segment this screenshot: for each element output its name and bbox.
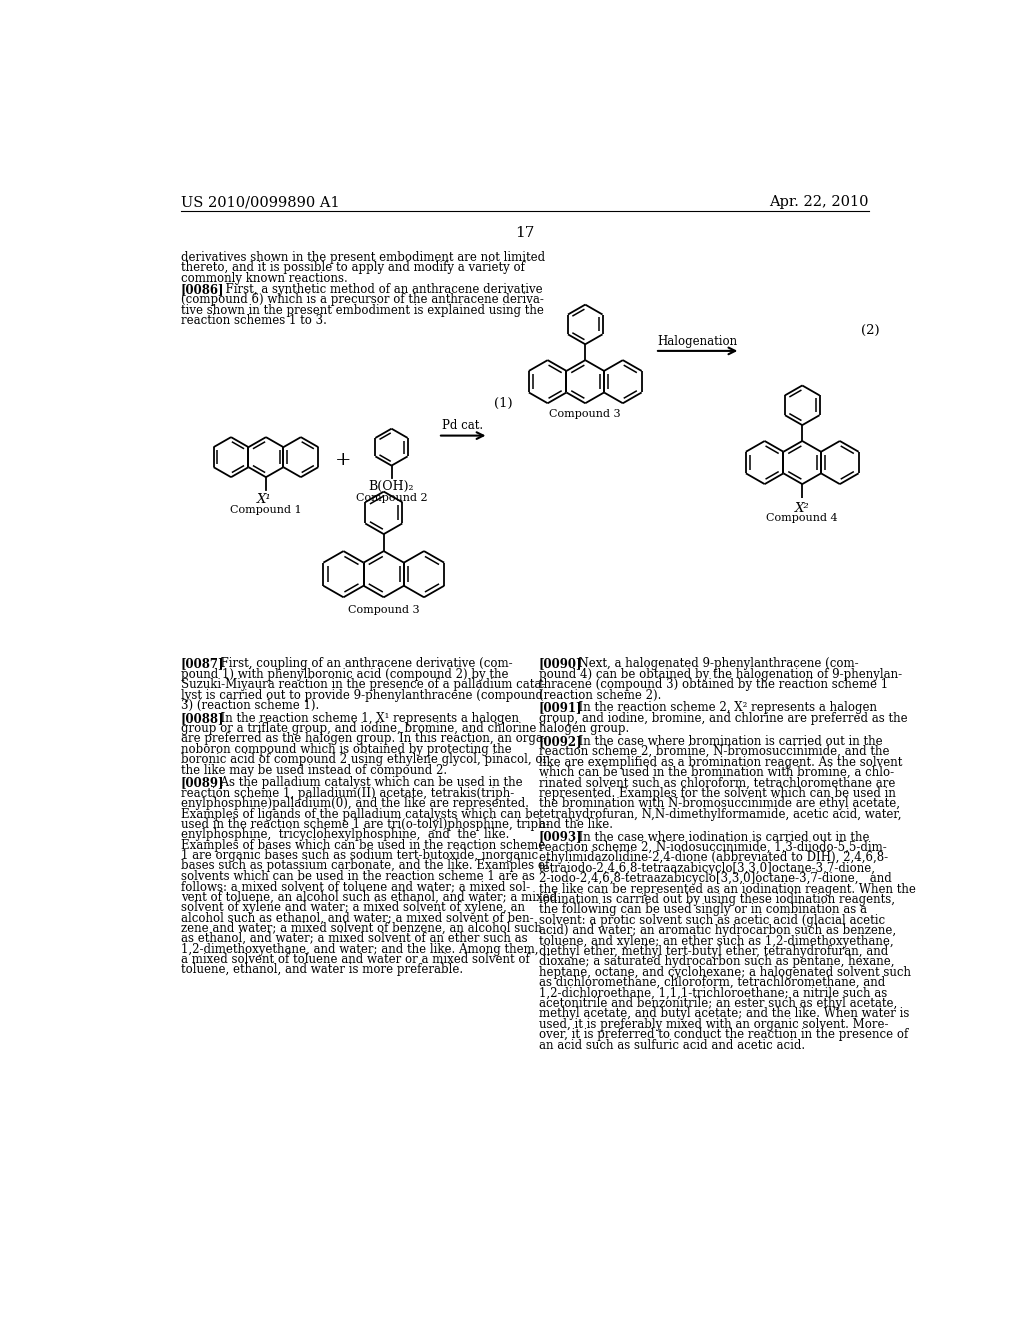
Text: [0086]: [0086] <box>180 282 224 296</box>
Text: and the like.: and the like. <box>539 818 612 830</box>
Text: group, and iodine, bromine, and chlorine are preferred as the: group, and iodine, bromine, and chlorine… <box>539 711 907 725</box>
Text: diethyl ether, methyl tert-butyl ether, tetrahydrofuran, and: diethyl ether, methyl tert-butyl ether, … <box>539 945 888 958</box>
Text: Compound 3: Compound 3 <box>550 409 622 420</box>
Text: +: + <box>335 451 351 469</box>
Text: [0090]: [0090] <box>539 657 583 671</box>
Text: used, it is preferably mixed with an organic solvent. More-: used, it is preferably mixed with an org… <box>539 1018 888 1031</box>
Text: Suzuki-Miyaura reaction in the presence of a palladium cata-: Suzuki-Miyaura reaction in the presence … <box>180 678 545 692</box>
Text: [0092]: [0092] <box>539 735 583 747</box>
Text: alcohol such as ethanol, and water; a mixed solvent of ben-: alcohol such as ethanol, and water; a mi… <box>180 911 534 924</box>
Text: reaction schemes 1 to 3.: reaction schemes 1 to 3. <box>180 314 327 327</box>
Text: 1 are organic bases such as sodium tert-butoxide, inorganic: 1 are organic bases such as sodium tert-… <box>180 849 538 862</box>
Text: As the palladium catalyst which can be used in the: As the palladium catalyst which can be u… <box>213 776 523 789</box>
Text: (1): (1) <box>494 397 512 411</box>
Text: acid) and water; an aromatic hydrocarbon such as benzene,: acid) and water; an aromatic hydrocarbon… <box>539 924 896 937</box>
Text: follows: a mixed solvent of toluene and water; a mixed sol-: follows: a mixed solvent of toluene and … <box>180 880 529 894</box>
Text: 1,2-dimethoxyethane, and water; and the like. Among them,: 1,2-dimethoxyethane, and water; and the … <box>180 942 539 956</box>
Text: over, it is preferred to conduct the reaction in the presence of: over, it is preferred to conduct the rea… <box>539 1028 908 1041</box>
Text: 3) (reaction scheme 1).: 3) (reaction scheme 1). <box>180 700 318 711</box>
Text: commonly known reactions.: commonly known reactions. <box>180 272 347 285</box>
Text: halogen group.: halogen group. <box>539 722 629 735</box>
Text: Compound 2: Compound 2 <box>355 494 427 503</box>
Text: lyst is carried out to provide 9-phenylanthracene (compound: lyst is carried out to provide 9-phenyla… <box>180 689 543 701</box>
Text: solvents which can be used in the reaction scheme 1 are as: solvents which can be used in the reacti… <box>180 870 535 883</box>
Text: First, coupling of an anthracene derivative (com-: First, coupling of an anthracene derivat… <box>213 657 513 671</box>
Text: iodination is carried out by using these iodination reagents,: iodination is carried out by using these… <box>539 892 895 906</box>
Text: bases such as potassium carbonate, and the like. Examples of: bases such as potassium carbonate, and t… <box>180 859 549 873</box>
Text: enylphosphine,  tricyclohexylphosphine,  and  the  like.: enylphosphine, tricyclohexylphosphine, a… <box>180 829 509 841</box>
Text: 17: 17 <box>515 226 535 240</box>
Text: In the case where iodination is carried out in the: In the case where iodination is carried … <box>571 830 869 843</box>
Text: noboron compound which is obtained by protecting the: noboron compound which is obtained by pr… <box>180 743 511 756</box>
Text: as dichloromethane, chloroform, tetrachloromethane, and: as dichloromethane, chloroform, tetrachl… <box>539 977 885 989</box>
Text: 1,2-dichloroethane, 1,1,1-trichloroethane; a nitrile such as: 1,2-dichloroethane, 1,1,1-trichloroethan… <box>539 986 887 999</box>
Text: thracene (compound 3) obtained by the reaction scheme 1: thracene (compound 3) obtained by the re… <box>539 678 888 692</box>
Text: solvent: a protic solvent such as acetic acid (glacial acetic: solvent: a protic solvent such as acetic… <box>539 913 885 927</box>
Text: used in the reaction scheme 1 are tri(o-tolyl)phosphine, triph-: used in the reaction scheme 1 are tri(o-… <box>180 818 549 830</box>
Text: an acid such as sulfuric acid and acetic acid.: an acid such as sulfuric acid and acetic… <box>539 1039 805 1052</box>
Text: the like may be used instead of compound 2.: the like may be used instead of compound… <box>180 763 446 776</box>
Text: US 2010/0099890 A1: US 2010/0099890 A1 <box>180 195 339 210</box>
Text: vent of toluene, an alcohol such as ethanol, and water; a mixed: vent of toluene, an alcohol such as etha… <box>180 891 557 904</box>
Text: represented. Examples for the solvent which can be used in: represented. Examples for the solvent wh… <box>539 787 896 800</box>
Text: First, a synthetic method of an anthracene derivative: First, a synthetic method of an anthrace… <box>218 282 543 296</box>
Text: Next, a halogenated 9-phenylanthracene (com-: Next, a halogenated 9-phenylanthracene (… <box>571 657 859 671</box>
Text: reaction scheme 2, N-iodosuccinimide, 1,3-diiodo-5,5-dim-: reaction scheme 2, N-iodosuccinimide, 1,… <box>539 841 887 854</box>
Text: tetraiodo-2,4,6,8-tetraazabicyclo[3,3,0]octane-3,7-dione,: tetraiodo-2,4,6,8-tetraazabicyclo[3,3,0]… <box>539 862 876 875</box>
Text: reaction scheme 1, palladium(II) acetate, tetrakis(triph-: reaction scheme 1, palladium(II) acetate… <box>180 787 514 800</box>
Text: dioxane; a saturated hydrocarbon such as pentane, hexane,: dioxane; a saturated hydrocarbon such as… <box>539 956 894 969</box>
Text: [0087]: [0087] <box>180 657 224 671</box>
Text: the bromination with N-bromosuccinimide are ethyl acetate,: the bromination with N-bromosuccinimide … <box>539 797 900 810</box>
Text: heptane, octane, and cyclohexane; a halogenated solvent such: heptane, octane, and cyclohexane; a halo… <box>539 966 910 978</box>
Text: rinated solvent such as chloroform, tetrachloromethane are: rinated solvent such as chloroform, tetr… <box>539 776 895 789</box>
Text: Compound 4: Compound 4 <box>766 513 838 523</box>
Text: acetonitrile and benzonitrile; an ester such as ethyl acetate,: acetonitrile and benzonitrile; an ester … <box>539 997 897 1010</box>
Text: which can be used in the bromination with bromine, a chlo-: which can be used in the bromination wit… <box>539 766 894 779</box>
Text: Pd cat.: Pd cat. <box>442 418 483 432</box>
Text: toluene, ethanol, and water is more preferable.: toluene, ethanol, and water is more pref… <box>180 964 463 977</box>
Text: Examples of bases which can be used in the reaction scheme: Examples of bases which can be used in t… <box>180 838 545 851</box>
Text: [0089]: [0089] <box>180 776 224 789</box>
Text: 2-iodo-2,4,6,8-tetraazabicyclo[3,3,0]octane-3,7-dione,   and: 2-iodo-2,4,6,8-tetraazabicyclo[3,3,0]oct… <box>539 873 892 886</box>
Text: X¹: X¹ <box>257 494 271 507</box>
Text: toluene, and xylene; an ether such as 1,2-dimethoxyethane,: toluene, and xylene; an ether such as 1,… <box>539 935 893 948</box>
Text: enylphosphine)palladium(0), and the like are represented.: enylphosphine)palladium(0), and the like… <box>180 797 528 810</box>
Text: Compound 1: Compound 1 <box>230 506 302 515</box>
Text: solvent of xylene and water; a mixed solvent of xylene, an: solvent of xylene and water; a mixed sol… <box>180 902 524 913</box>
Text: pound 1) with phenylboronic acid (compound 2) by the: pound 1) with phenylboronic acid (compou… <box>180 668 508 681</box>
Text: are preferred as the halogen group. In this reaction, an orga-: are preferred as the halogen group. In t… <box>180 733 547 746</box>
Text: B(OH)₂: B(OH)₂ <box>369 480 415 494</box>
Text: [0091]: [0091] <box>539 701 583 714</box>
Text: (compound 6) which is a precursor of the anthracene deriva-: (compound 6) which is a precursor of the… <box>180 293 544 306</box>
Text: X²: X² <box>795 502 810 515</box>
Text: tive shown in the present embodiment is explained using the: tive shown in the present embodiment is … <box>180 304 544 317</box>
Text: ethylimidazolidine-2,4-dione (abbreviated to DIH), 2,4,6,8-: ethylimidazolidine-2,4-dione (abbreviate… <box>539 851 888 865</box>
Text: group or a triflate group, and iodine, bromine, and chlorine: group or a triflate group, and iodine, b… <box>180 722 537 735</box>
Text: [0088]: [0088] <box>180 711 224 725</box>
Text: reaction scheme 2, bromine, N-bromosuccinimide, and the: reaction scheme 2, bromine, N-bromosucci… <box>539 744 889 758</box>
Text: pound 4) can be obtained by the halogenation of 9-phenylan-: pound 4) can be obtained by the halogena… <box>539 668 902 681</box>
Text: Halogenation: Halogenation <box>657 335 737 348</box>
Text: Examples of ligands of the palladium catalysts which can be: Examples of ligands of the palladium cat… <box>180 808 540 821</box>
Text: (reaction scheme 2).: (reaction scheme 2). <box>539 689 662 701</box>
Text: derivatives shown in the present embodiment are not limited: derivatives shown in the present embodim… <box>180 251 545 264</box>
Text: tetrahydrofuran, N,N-dimethylformamide, acetic acid, water,: tetrahydrofuran, N,N-dimethylformamide, … <box>539 808 901 821</box>
Text: a mixed solvent of toluene and water or a mixed solvent of: a mixed solvent of toluene and water or … <box>180 953 529 966</box>
Text: In the reaction scheme 1, X¹ represents a halogen: In the reaction scheme 1, X¹ represents … <box>213 711 519 725</box>
Text: (2): (2) <box>861 323 880 337</box>
Text: the like can be represented as an iodination reagent. When the: the like can be represented as an iodina… <box>539 883 915 895</box>
Text: In the reaction scheme 2, X² represents a halogen: In the reaction scheme 2, X² represents … <box>571 701 878 714</box>
Text: zene and water; a mixed solvent of benzene, an alcohol such: zene and water; a mixed solvent of benze… <box>180 921 542 935</box>
Text: In the case where bromination is carried out in the: In the case where bromination is carried… <box>571 735 883 747</box>
Text: thereto, and it is possible to apply and modify a variety of: thereto, and it is possible to apply and… <box>180 261 524 275</box>
Text: as ethanol, and water; a mixed solvent of an ether such as: as ethanol, and water; a mixed solvent o… <box>180 932 527 945</box>
Text: the following can be used singly or in combination as a: the following can be used singly or in c… <box>539 903 866 916</box>
Text: like are exemplified as a bromination reagent. As the solvent: like are exemplified as a bromination re… <box>539 755 902 768</box>
Text: boronic acid of compound 2 using ethylene glycol, pinacol, or: boronic acid of compound 2 using ethylen… <box>180 754 548 766</box>
Text: methyl acetate, and butyl acetate; and the like. When water is: methyl acetate, and butyl acetate; and t… <box>539 1007 909 1020</box>
Text: [0093]: [0093] <box>539 830 583 843</box>
Text: Compound 3: Compound 3 <box>348 605 420 615</box>
Text: Apr. 22, 2010: Apr. 22, 2010 <box>769 195 869 210</box>
